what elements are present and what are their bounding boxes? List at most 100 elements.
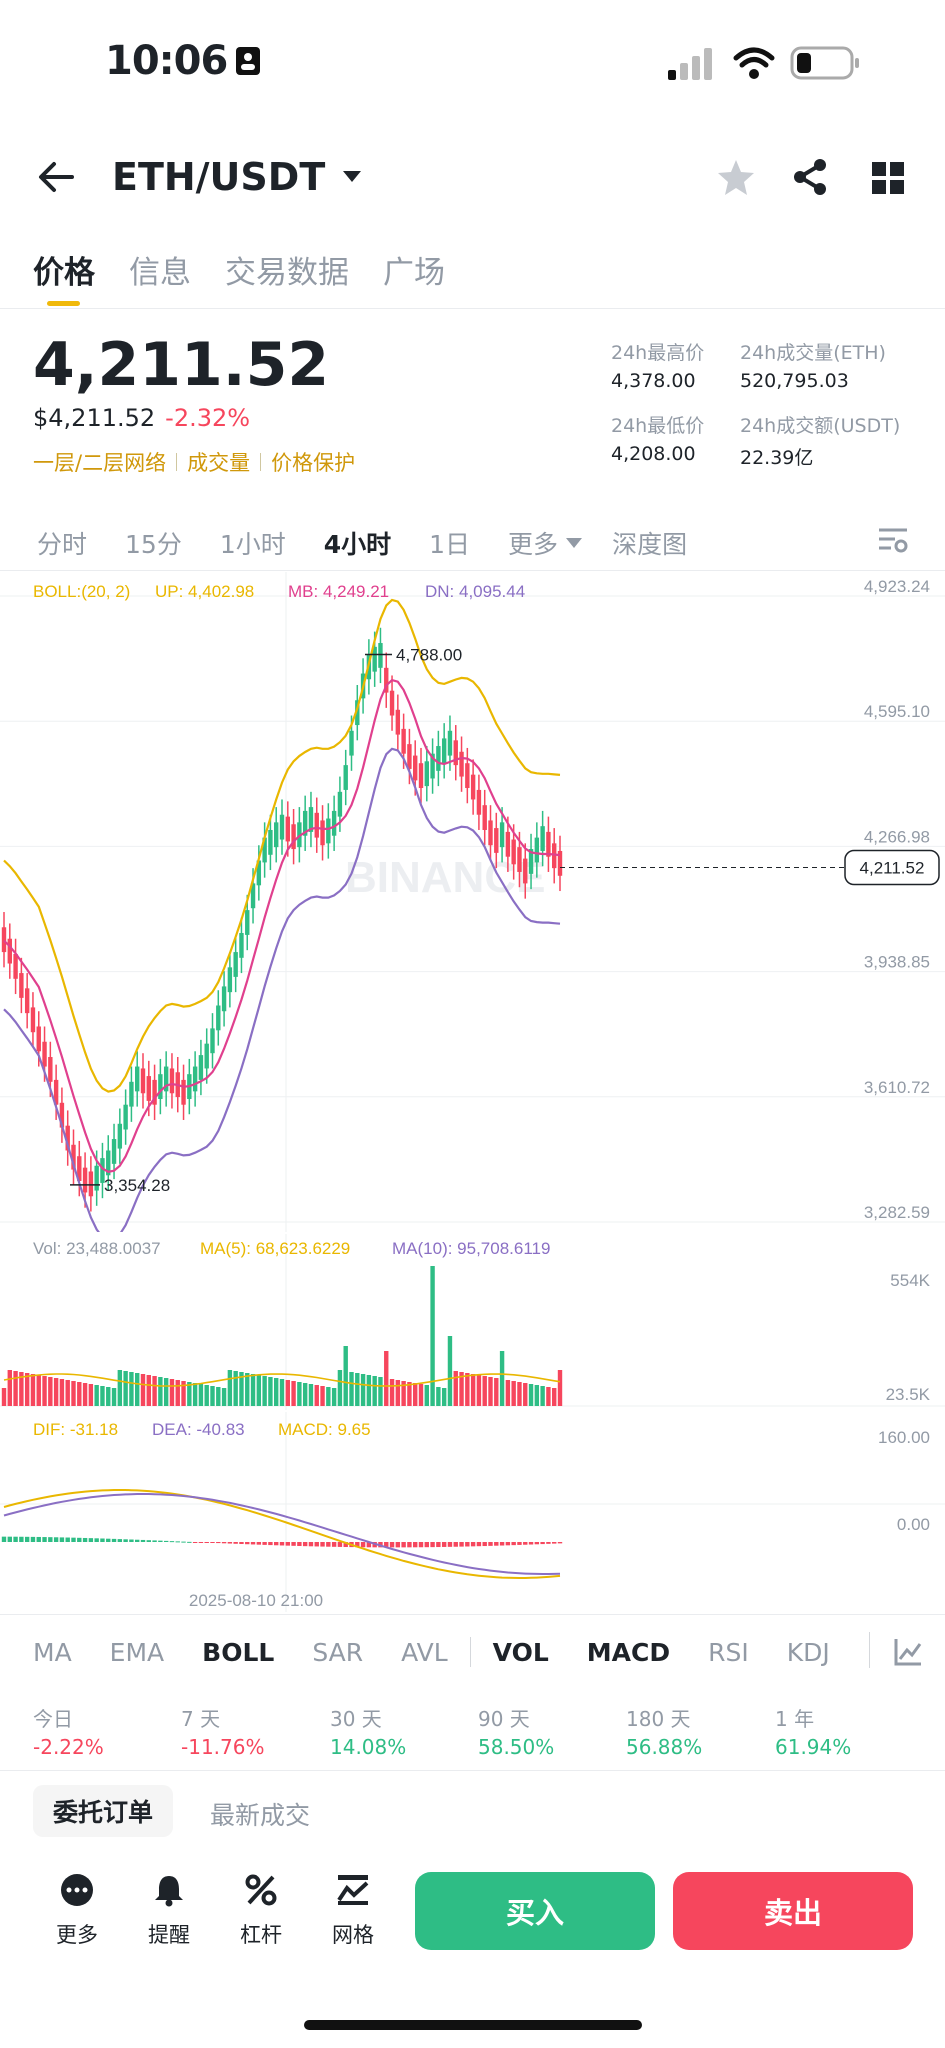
candle-body <box>465 763 470 789</box>
tab-square[interactable]: 广场 <box>383 255 445 291</box>
candle-body <box>534 837 540 863</box>
macd-histogram-bar <box>210 1542 215 1543</box>
perf-90d-value: 58.50% <box>478 1735 555 1759</box>
macd-histogram-bar <box>285 1542 290 1546</box>
candle-body <box>117 1123 123 1149</box>
tab-latest-trades[interactable]: 最新成交 <box>210 1801 311 1830</box>
status-time: 10:06 <box>105 38 228 84</box>
candle-body <box>511 839 516 865</box>
bottom-alert[interactable]: 提醒 <box>144 1873 194 1949</box>
vol-usdt-value: 22.39亿 <box>740 447 814 469</box>
boll-middle-line <box>3 678 561 1173</box>
candlestick-chart[interactable]: 4,923.24 4,595.10 4,266.98 3,938.85 3,610.72… <box>0 572 945 1232</box>
macd-histogram-bar <box>314 1542 319 1547</box>
candle-body <box>552 843 557 869</box>
candle-body <box>378 643 383 668</box>
macd-histogram-bar <box>221 1542 227 1544</box>
y-tick-label: 4,595.10 <box>864 702 930 721</box>
macd-histogram-bar <box>163 1540 169 1542</box>
back-arrow-icon[interactable] <box>36 160 76 194</box>
interval-1d[interactable]: 1日 <box>429 530 471 559</box>
macd-histogram-bar <box>476 1542 482 1547</box>
macd-histogram-bar <box>123 1539 128 1542</box>
depth-chart-tab[interactable]: 深度图 <box>612 530 688 559</box>
indicator-macd[interactable]: MACD <box>586 1637 671 1667</box>
volume-bar <box>291 1381 296 1406</box>
macd-histogram-bar <box>53 1537 59 1542</box>
perf-90d-label: 90 天 <box>478 1707 530 1731</box>
volume-chart[interactable]: Vol: 23,488.0037 MA(5): 68,623.6229 MA(10)… <box>0 1234 945 1410</box>
vol-ma5-label: MA(5): 68,623.6229 <box>200 1239 350 1258</box>
candle-body <box>499 822 505 848</box>
macd-histogram-bar <box>534 1542 540 1545</box>
grid-icon[interactable] <box>872 162 904 194</box>
volume-bar <box>528 1384 534 1406</box>
macd-histogram-bar <box>169 1541 175 1543</box>
bottom-leverage[interactable]: 杠杆 <box>236 1873 286 1949</box>
bottom-more[interactable]: 更多 <box>52 1873 102 1949</box>
volume-bar <box>100 1386 105 1406</box>
vol-usdt-label: 24h成交额(USDT) <box>740 415 901 437</box>
macd-histogram-bar <box>198 1542 204 1543</box>
interval-tick[interactable]: 分时 <box>37 530 88 559</box>
tab-info[interactable]: 信息 <box>129 255 191 291</box>
indicator-boll[interactable]: BOLL <box>202 1637 275 1667</box>
indicator-sar[interactable]: SAR <box>312 1637 364 1667</box>
volume-bar <box>175 1380 180 1406</box>
interval-more[interactable]: 更多 <box>508 530 559 559</box>
volume-bar <box>372 1376 377 1406</box>
candle-body <box>82 1167 88 1193</box>
indicator-kdj[interactable]: KDJ <box>786 1637 830 1667</box>
high-label: 24h最高价 <box>611 342 705 364</box>
macd-histogram-bar <box>482 1542 487 1547</box>
tab-open-orders[interactable]: 委托订单 <box>33 1785 173 1837</box>
macd-histogram-bar <box>291 1542 296 1546</box>
bottom-grid[interactable]: 网格 <box>328 1873 378 1949</box>
macd-histogram-bar <box>13 1536 18 1542</box>
indicator-rsi[interactable]: RSI <box>708 1637 749 1667</box>
pair-selector[interactable]: ETH/USDT <box>112 155 362 199</box>
candle-body <box>418 763 424 789</box>
volume-bar <box>557 1370 563 1406</box>
tag-l1l2[interactable]: 一层/二层网络 <box>33 451 167 475</box>
tab-trading-data[interactable]: 交易数据 <box>225 255 349 291</box>
star-icon[interactable] <box>716 158 756 196</box>
interval-15m[interactable]: 15分 <box>125 530 182 559</box>
indicator-ema[interactable]: EMA <box>109 1637 165 1667</box>
candle-body <box>523 858 528 884</box>
interval-1h[interactable]: 1小时 <box>219 530 286 559</box>
signal-icon <box>668 48 712 80</box>
indicator-ma[interactable]: MA <box>33 1637 72 1667</box>
candle-body <box>239 933 244 958</box>
indicator-vol[interactable]: VOL <box>492 1637 549 1667</box>
tag-volume[interactable]: 成交量 <box>187 451 251 475</box>
sell-button[interactable]: 卖出 <box>673 1872 913 1950</box>
pair-title: ETH/USDT <box>112 155 326 199</box>
indicator-avl[interactable]: AVL <box>401 1637 448 1667</box>
candle-body <box>372 646 377 672</box>
volume-bar <box>77 1382 82 1406</box>
macd-histogram-bar <box>337 1542 343 1547</box>
indicator-settings-icon[interactable] <box>893 1637 923 1667</box>
tag-price-protect[interactable]: 价格保护 <box>271 451 356 475</box>
status-time-group: 10:06 <box>105 38 261 84</box>
tab-price[interactable]: 价格 <box>33 255 95 291</box>
macd-histogram-bar <box>511 1542 516 1546</box>
interval-4h[interactable]: 4小时 <box>323 530 392 559</box>
volume-bar <box>494 1378 499 1406</box>
volume-bar <box>488 1377 493 1406</box>
volume-bar <box>517 1382 522 1406</box>
macd-histogram-bar <box>146 1540 151 1542</box>
share-icon[interactable] <box>792 158 828 196</box>
candle-body <box>395 709 401 735</box>
macd-histogram-bar <box>19 1536 24 1542</box>
macd-histogram-bar <box>279 1542 285 1546</box>
volume-bar <box>210 1386 215 1406</box>
chart-settings-icon[interactable] <box>877 526 909 554</box>
candle-body <box>163 1066 169 1092</box>
macd-dif-label: DIF: -31.18 <box>33 1420 118 1439</box>
buy-button[interactable]: 买入 <box>415 1872 655 1950</box>
macd-chart[interactable]: DIF: -31.18 DEA: -40.83 MACD: 9.65 160.00 0.… <box>0 1412 945 1612</box>
candle-body <box>505 831 511 857</box>
macd-histogram-bar <box>488 1542 493 1546</box>
